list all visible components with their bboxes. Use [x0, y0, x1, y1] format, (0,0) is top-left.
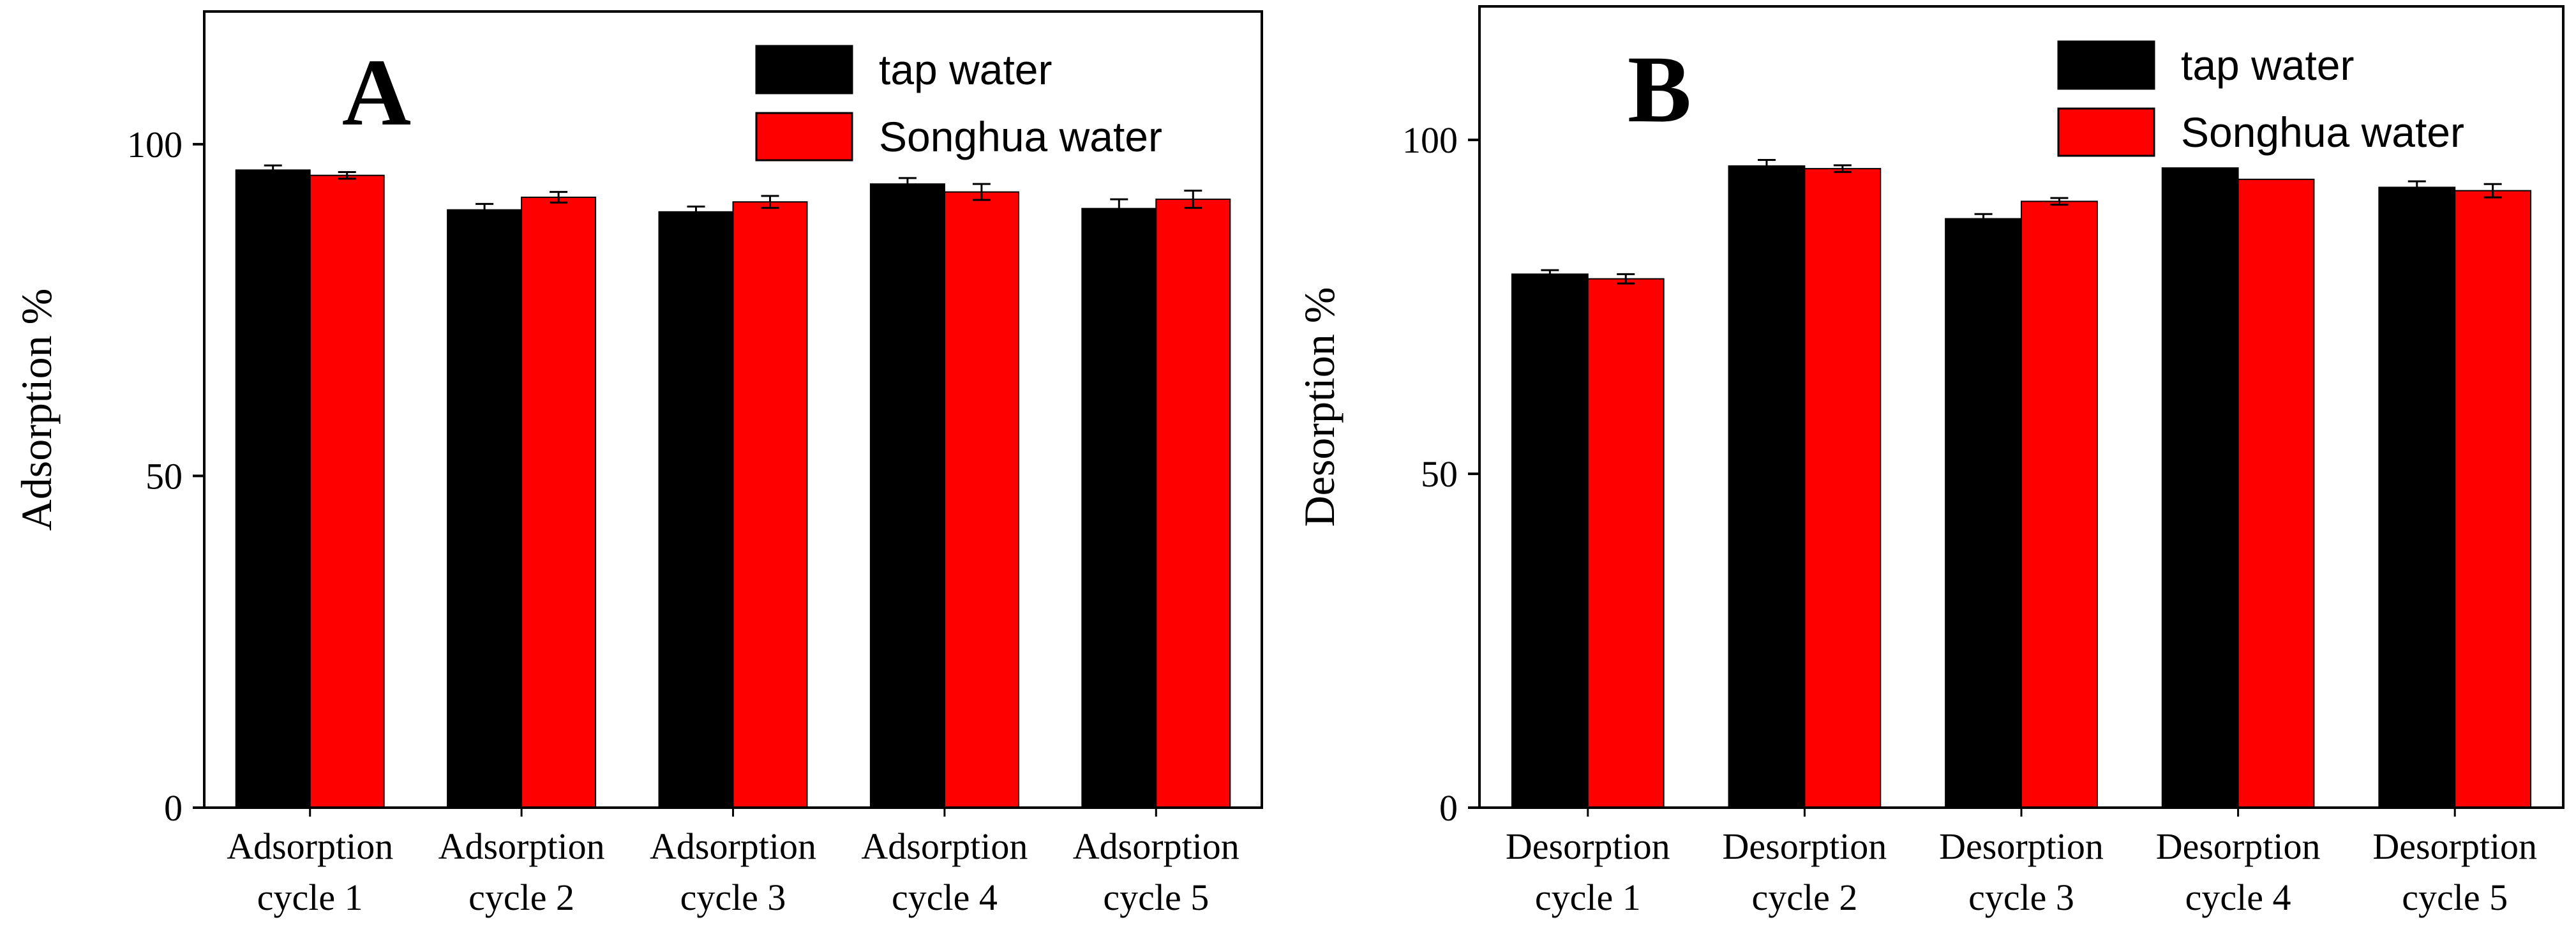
- bar: [1081, 208, 1157, 808]
- bar: [2021, 200, 2098, 808]
- x-tick-label: Adsorption: [438, 826, 605, 867]
- x-tick-label: Desorption: [1939, 826, 2104, 867]
- bar: [658, 211, 734, 809]
- bar: [1804, 168, 1882, 808]
- bar: [1511, 273, 1589, 809]
- legend-swatch: [755, 112, 853, 162]
- y-tick-label: 50: [146, 455, 183, 497]
- y-axis-title: Adsorption %: [12, 289, 61, 531]
- bar: [235, 169, 311, 808]
- x-tick-label: cycle 2: [1751, 877, 1857, 918]
- bar: [732, 201, 808, 808]
- y-tick-label: 0: [164, 787, 183, 829]
- bar: [2237, 178, 2315, 808]
- x-tick-label: cycle 3: [1968, 877, 2074, 918]
- bar: [1728, 165, 1806, 808]
- x-tick-label: cycle 4: [892, 877, 998, 918]
- x-tick-label: cycle 1: [257, 877, 363, 918]
- x-tick-label: Adsorption: [650, 826, 816, 867]
- bar: [2161, 167, 2239, 808]
- legend-swatch: [2057, 107, 2155, 157]
- bar: [869, 183, 945, 808]
- x-tick-label: Desorption: [2156, 826, 2321, 867]
- x-tick-label: cycle 5: [2402, 877, 2508, 918]
- legend-label: Songhua water: [2181, 109, 2464, 156]
- bar: [521, 196, 597, 808]
- bar: [943, 191, 1019, 808]
- x-tick-label: cycle 1: [1535, 877, 1641, 918]
- x-tick-label: Desorption: [1723, 826, 1887, 867]
- bar: [2378, 186, 2456, 808]
- bar: [2454, 190, 2532, 808]
- legend-label: Songhua water: [879, 113, 1162, 160]
- y-tick-label: 100: [127, 124, 183, 165]
- legend-label: tap water: [2181, 42, 2354, 89]
- x-tick-label: cycle 2: [468, 877, 574, 918]
- bar: [447, 209, 523, 809]
- legend-swatch: [2057, 40, 2155, 90]
- bar: [1587, 278, 1665, 808]
- panel-label: A: [342, 40, 411, 146]
- x-tick-label: Adsorption: [1073, 826, 1239, 867]
- y-axis-title: Desorption %: [1295, 287, 1344, 527]
- bar: [1945, 218, 2022, 808]
- x-tick-label: Desorption: [1506, 826, 1670, 867]
- legend-label: tap water: [879, 46, 1052, 93]
- y-tick-label: 100: [1402, 119, 1458, 161]
- x-tick-label: Desorption: [2372, 826, 2537, 867]
- x-tick-label: cycle 3: [680, 877, 786, 918]
- x-tick-label: Adsorption: [861, 826, 1028, 867]
- x-tick-label: cycle 4: [2185, 877, 2291, 918]
- y-tick-label: 0: [1439, 787, 1458, 829]
- y-tick-label: 50: [1421, 453, 1458, 495]
- chart-panel-b: 0 50 100 Desorption cycle 1 Desorption cycle 2…: [1295, 5, 2565, 918]
- chart-panel-a: 0 50 100 Adsorption cycle 1 Adsorption cycle 2…: [12, 10, 1263, 918]
- x-tick-label: cycle 5: [1103, 877, 1209, 918]
- panel-label: B: [1628, 36, 1691, 142]
- bar: [309, 174, 385, 808]
- x-tick-label: Adsorption: [227, 826, 393, 867]
- legend-swatch: [755, 45, 853, 94]
- bar: [1155, 199, 1231, 808]
